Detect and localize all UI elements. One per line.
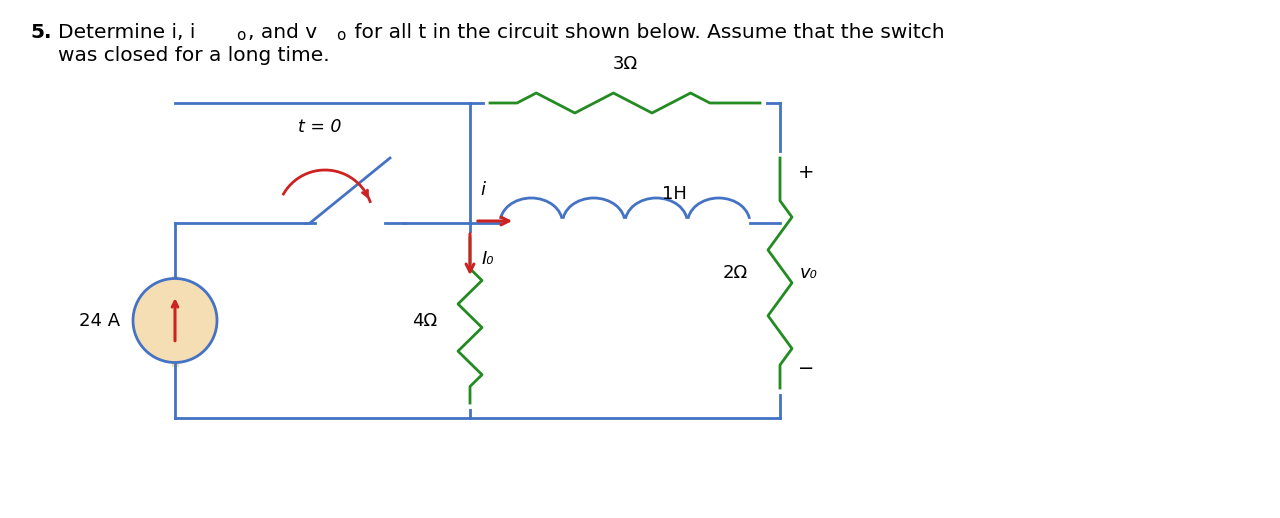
Text: 1H: 1H [663, 185, 687, 203]
Text: was closed for a long time.: was closed for a long time. [58, 46, 330, 65]
Text: t = 0: t = 0 [298, 118, 342, 136]
Text: 24 A: 24 A [79, 311, 120, 329]
Text: Determine i, i: Determine i, i [58, 23, 196, 42]
Text: 4Ω: 4Ω [412, 311, 438, 329]
Text: v₀: v₀ [800, 264, 818, 282]
Text: 5.: 5. [29, 23, 51, 42]
Text: o: o [335, 28, 346, 43]
Text: o: o [236, 28, 246, 43]
Text: for all t in the circuit shown below. Assume that the switch: for all t in the circuit shown below. As… [348, 23, 945, 42]
Text: −: − [797, 359, 814, 378]
Text: 2Ω: 2Ω [722, 264, 748, 282]
Text: +: + [797, 163, 814, 182]
Text: i: i [480, 181, 485, 199]
Text: 3Ω: 3Ω [612, 55, 637, 73]
Text: , and v: , and v [248, 23, 317, 42]
Text: I₀: I₀ [483, 251, 494, 268]
Circle shape [133, 279, 218, 363]
